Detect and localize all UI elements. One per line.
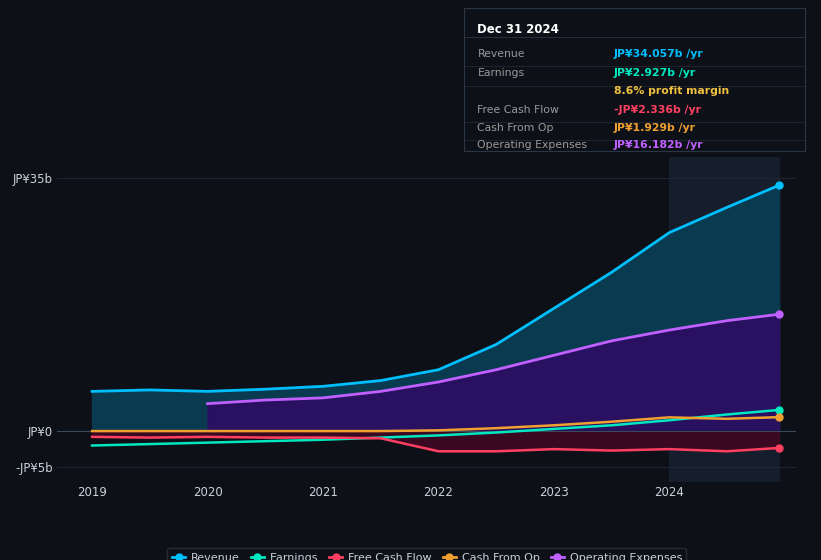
Text: -JP¥2.336b /yr: -JP¥2.336b /yr [614,105,701,115]
Bar [669,157,779,482]
Text: JP¥34.057b /yr: JP¥34.057b /yr [614,49,704,59]
Text: Operating Expenses: Operating Expenses [478,141,588,151]
Text: Cash From Op: Cash From Op [478,123,554,133]
Text: Revenue: Revenue [478,49,525,59]
Text: 8.6% profit margin: 8.6% profit margin [614,86,729,96]
Legend: Revenue, Earnings, Free Cash Flow, Cash From Op, Operating Expenses: Revenue, Earnings, Free Cash Flow, Cash … [167,548,686,560]
Text: JP¥16.182b /yr: JP¥16.182b /yr [614,141,704,151]
Text: JP¥1.929b /yr: JP¥1.929b /yr [614,123,695,133]
Text: JP¥2.927b /yr: JP¥2.927b /yr [614,68,696,78]
Text: Earnings: Earnings [478,68,525,78]
Text: Dec 31 2024: Dec 31 2024 [478,22,559,36]
Text: Free Cash Flow: Free Cash Flow [478,105,559,115]
